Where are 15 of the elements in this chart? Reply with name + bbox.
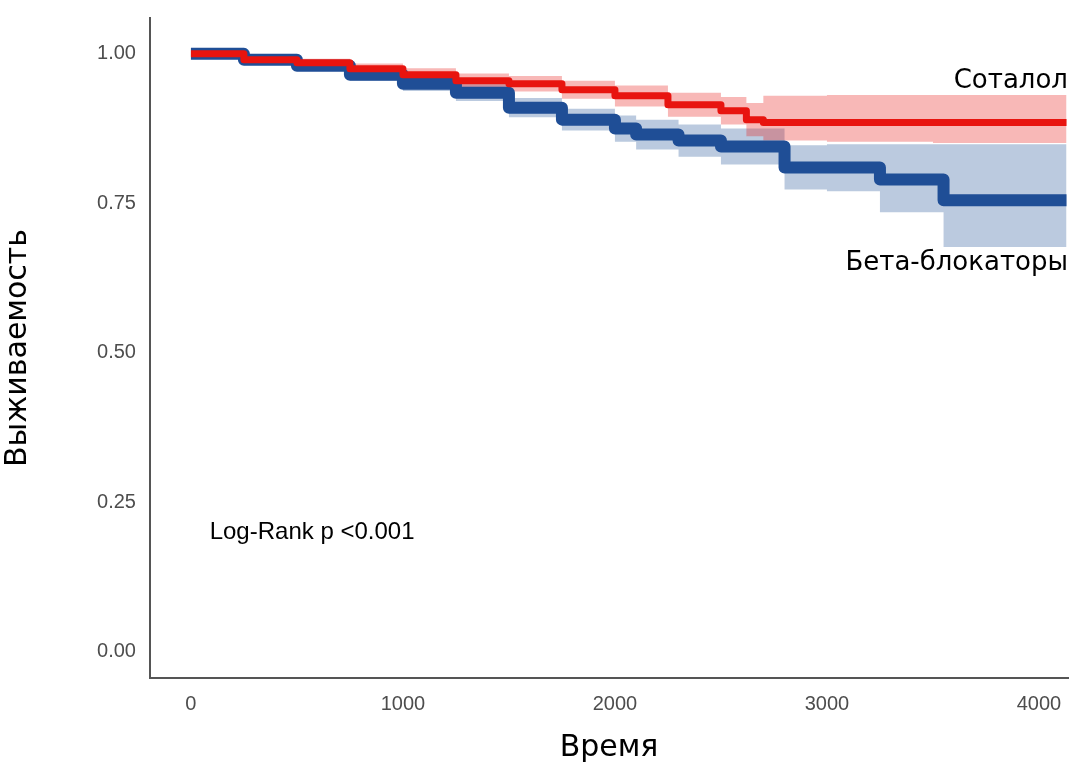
- y-tick-label: 0.75: [97, 190, 136, 213]
- y-tick-label: 0.00: [97, 639, 136, 662]
- x-tick-label: 4000: [1016, 691, 1062, 714]
- series-label: Бета-блокаторы: [845, 246, 1068, 277]
- x-tick-label: 0: [185, 691, 197, 714]
- x-tick-label: 1000: [380, 691, 426, 714]
- x-axis-title: Время: [559, 727, 659, 763]
- y-axis-title: Выживаемость: [0, 229, 33, 467]
- y-tick-label: 0.50: [97, 340, 136, 363]
- y-tick-label: 1.00: [97, 41, 136, 64]
- y-tick-label: 0.25: [97, 489, 136, 512]
- series-label: Соталол: [953, 64, 1068, 95]
- x-tick-label: 2000: [592, 691, 638, 714]
- annotation: Log-Rank p <0.001: [209, 517, 415, 545]
- x-tick-label: 3000: [804, 691, 850, 714]
